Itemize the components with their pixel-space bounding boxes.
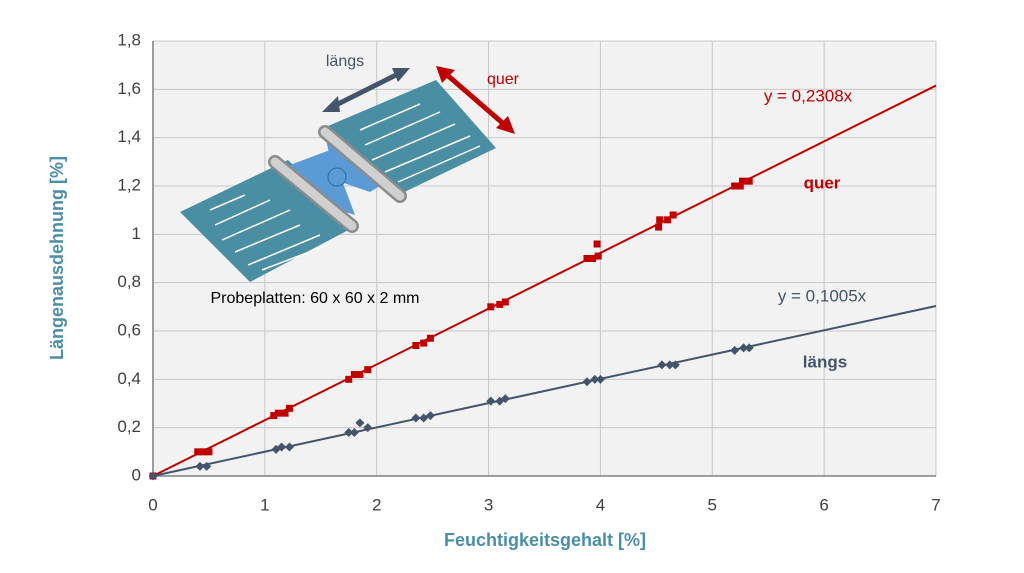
point [583, 255, 591, 262]
point [195, 461, 205, 471]
point [664, 216, 672, 224]
point [284, 442, 294, 452]
y-tick-label: 0,8 [117, 272, 141, 291]
series-label: längs [803, 352, 847, 371]
x-tick-label: 4 [596, 495, 605, 514]
point [738, 177, 746, 185]
point [670, 360, 680, 370]
point [363, 423, 373, 433]
point [277, 442, 287, 452]
annotation: längs [326, 53, 364, 70]
plate-lines [209, 103, 481, 271]
point [745, 177, 753, 185]
bar [320, 127, 405, 201]
point [274, 409, 282, 417]
point [364, 366, 372, 374]
point [736, 182, 744, 190]
clamp [290, 150, 355, 215]
point [500, 394, 510, 404]
point [420, 339, 428, 347]
point [356, 371, 364, 378]
point [589, 255, 597, 262]
point [426, 334, 434, 342]
x-tick-label: 3 [484, 495, 493, 514]
x-tick-label: 5 [708, 495, 717, 514]
point [202, 461, 212, 471]
point [425, 411, 435, 421]
x-axis-title: Feuchtigkeitsgehalt [%] [444, 530, 646, 550]
bar [270, 157, 357, 231]
point [199, 448, 207, 456]
point [419, 413, 429, 423]
point [669, 211, 677, 219]
annotation: quer [487, 71, 520, 88]
point [496, 300, 504, 308]
x-tick-label: 0 [148, 495, 157, 514]
trendline-label: y = 0,1005x [778, 286, 867, 305]
y-tick-label: 0,4 [117, 369, 141, 388]
point [665, 360, 675, 370]
trendline-label: y = 0,2308x [764, 86, 853, 105]
y-tick-label: 1,4 [117, 127, 141, 146]
y-tick-label: 1,8 [117, 30, 141, 49]
point [655, 223, 663, 231]
point [744, 343, 754, 353]
arrow [436, 66, 515, 134]
y-tick-label: 0 [132, 465, 141, 484]
illustration: längs quer [180, 53, 520, 282]
annotation: Probeplatten: 60 x 60 x 2 mm [211, 290, 420, 307]
y-tick-label: 1 [132, 224, 141, 243]
point [205, 448, 213, 456]
x-tick-label: 7 [931, 495, 940, 514]
point [412, 342, 420, 349]
point [739, 343, 749, 353]
y-axis-title: Längenausdehnung [%] [47, 156, 67, 360]
x-tick-label: 1 [260, 495, 269, 514]
x-tick-label: 2 [372, 495, 381, 514]
point [285, 404, 293, 412]
point [148, 471, 158, 481]
point [595, 374, 605, 384]
x-tick-label: 6 [819, 495, 828, 514]
point [281, 409, 289, 417]
point [486, 396, 496, 406]
y-tick-label: 0,6 [117, 320, 141, 339]
point [350, 371, 358, 378]
y-tick-label: 1,2 [117, 175, 141, 194]
point [270, 412, 278, 420]
point [590, 374, 600, 384]
point [656, 216, 664, 224]
point [593, 240, 601, 248]
point [344, 428, 354, 437]
point [501, 298, 509, 306]
point [731, 182, 739, 190]
y-tick-label: 1,6 [117, 79, 141, 98]
point [345, 375, 353, 383]
point [194, 448, 202, 456]
point [730, 345, 740, 355]
point [594, 252, 602, 260]
point [487, 303, 495, 311]
y-tick-label: 0,2 [117, 417, 141, 436]
bolt [327, 167, 347, 187]
point [582, 377, 592, 387]
point [411, 413, 421, 423]
arrow [322, 68, 410, 112]
series-label: quer [804, 173, 841, 192]
point [657, 360, 667, 370]
point [349, 428, 359, 437]
point [355, 418, 365, 428]
